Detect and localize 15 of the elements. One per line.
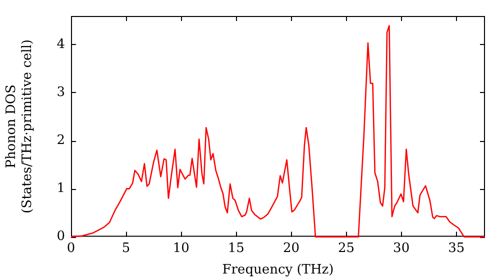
y-tick-label: 4 xyxy=(56,36,65,52)
y-tick-label: 3 xyxy=(56,84,65,100)
y-tick-label: 0 xyxy=(56,229,65,244)
x-tick-label: 15 xyxy=(228,240,244,256)
x-tick-label: 20 xyxy=(282,240,300,256)
y-tick-label: 1 xyxy=(56,181,65,196)
x-tick-label: 35 xyxy=(448,240,465,256)
x-axis-title: Frequency (THz) xyxy=(222,262,334,278)
x-tick-label: 5 xyxy=(122,240,130,256)
x-tick-label: 30 xyxy=(393,240,410,256)
y-tick-label: 2 xyxy=(56,132,65,148)
x-tick-label: 10 xyxy=(172,240,190,256)
x-tick-label: 0 xyxy=(66,240,76,256)
y-axis-title: Phonon DOS (States/THz·primitive cell) xyxy=(4,39,35,214)
x-tick-label: 25 xyxy=(338,240,355,256)
